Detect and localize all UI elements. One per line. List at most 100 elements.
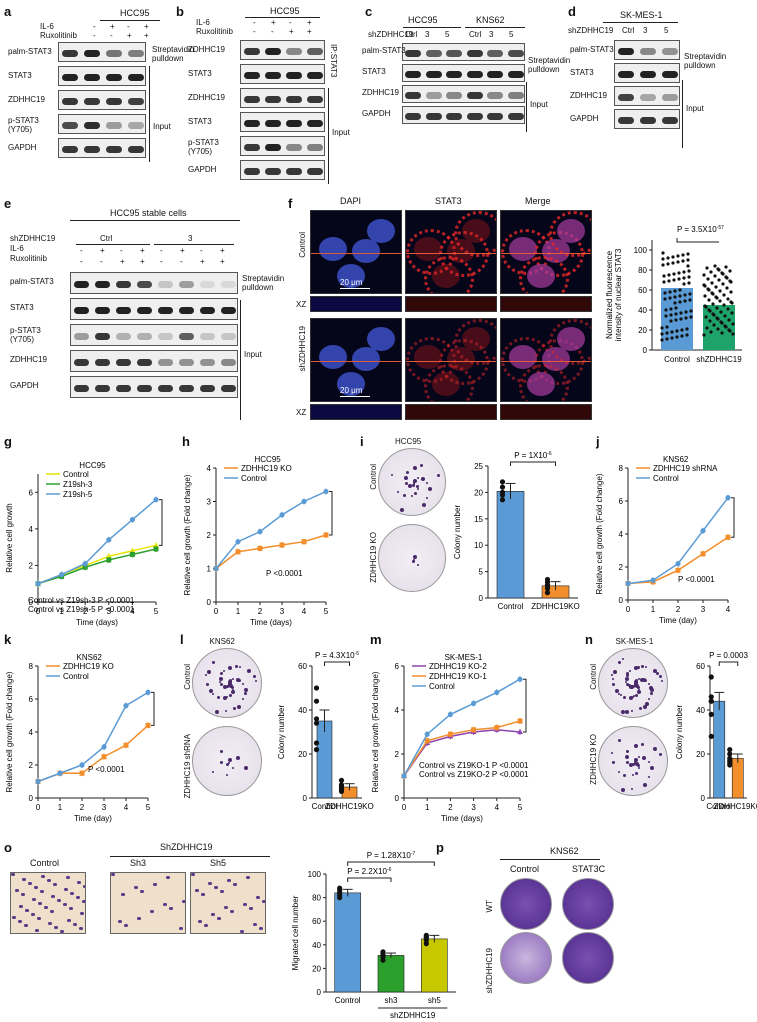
k-chart-point [101, 744, 107, 750]
i-chart-ytick-label: 20 [474, 488, 483, 497]
cell [259, 927, 263, 930]
i-dish-label: Control [369, 464, 378, 490]
n-chart-bar [731, 758, 744, 799]
c-line1 [403, 27, 461, 28]
o-chart-xtick-label: Control [335, 996, 361, 1005]
f-ylabel: intensity of nuclear STAT3 [614, 248, 623, 341]
f-point [720, 331, 724, 335]
band [425, 49, 442, 57]
colony [241, 682, 244, 685]
d-blot [614, 109, 680, 129]
p-col-label: Control [510, 864, 540, 874]
f-point [680, 328, 684, 332]
n-chart-stat: P = 0.0003 [709, 651, 748, 660]
cell [11, 873, 15, 876]
l-dish [192, 648, 262, 718]
o-chart-point [423, 933, 429, 940]
f-ytick-label: 20 [638, 326, 647, 335]
f-point [678, 294, 682, 298]
p-row-label: shZDHHC19 [485, 948, 494, 994]
f-row-control: Control [298, 232, 307, 258]
colony [628, 669, 631, 672]
colony [637, 688, 640, 691]
f-point [673, 295, 677, 299]
a-sign: - [93, 31, 96, 40]
colony [413, 555, 418, 559]
band [157, 384, 174, 392]
band [307, 47, 324, 55]
g-chart-title: HCC95 [79, 461, 106, 470]
l-dish-label: Control [183, 664, 192, 690]
cytoplasm [454, 211, 496, 257]
f-point [714, 285, 718, 289]
f-point [687, 275, 691, 279]
f-point [682, 270, 686, 274]
cell [22, 878, 26, 881]
band [94, 280, 111, 288]
f-point [688, 298, 692, 302]
cell [211, 913, 215, 916]
a-sign: - [127, 22, 130, 31]
l-chart-point [313, 685, 320, 691]
d-lane: Ctrl [622, 26, 635, 35]
j-chart-point [700, 551, 706, 557]
band [446, 70, 463, 78]
f-point [714, 295, 718, 299]
band [307, 167, 324, 175]
a-header: HCC95 [120, 8, 150, 18]
o-img-label: Control [30, 858, 60, 868]
f-point [707, 308, 711, 312]
e-line [70, 220, 240, 221]
band [639, 47, 657, 55]
colony [635, 771, 639, 775]
band [127, 97, 145, 105]
f-point [674, 318, 678, 322]
f-point [727, 318, 731, 322]
f-point [703, 304, 707, 308]
f-point [729, 300, 733, 304]
k-chart-xtick-label: 0 [36, 803, 41, 812]
g-chart-xlabel: Time (days) [76, 618, 118, 627]
m-chart-ytick-label: 6 [395, 662, 400, 671]
cell [240, 930, 244, 933]
a-sign: + [110, 22, 115, 31]
m-chart-legend-label: Control [429, 682, 455, 691]
m-chart-point [424, 731, 430, 737]
o-img-group: ShZDHHC19 [160, 842, 213, 852]
f-point [710, 281, 714, 285]
colony [219, 682, 223, 686]
colony [640, 742, 644, 746]
h-chart-point [323, 488, 329, 495]
a-row-label: palm-STAT3 [8, 47, 52, 56]
j-chart-xtick-label: 0 [626, 605, 631, 614]
n-title: SK-MES-1 [615, 637, 654, 646]
f-point [718, 289, 722, 293]
colony [659, 674, 663, 678]
f-point [721, 282, 725, 286]
f-chart: 0 20 40 60 80 100 Control shZDHHC19 P = 3.5X10-5… [605, 225, 742, 364]
i-chart-ytick-label: 10 [474, 541, 483, 550]
k-chart-ytick-label: 4 [29, 728, 34, 737]
o-chart-stat: P = 1.28X10-7 [367, 851, 416, 860]
colony [624, 754, 629, 759]
colony [621, 657, 624, 660]
m-chart-point [401, 773, 407, 779]
g-chart-xtick-label: 5 [154, 607, 159, 616]
band [127, 49, 145, 57]
c-lane: 3 [489, 30, 494, 39]
colony [647, 776, 650, 779]
colony [226, 763, 230, 767]
p-header: KNS62 [550, 846, 579, 856]
b-blot [240, 88, 325, 108]
m-chart-series-line [403, 729, 521, 777]
f-point [680, 334, 684, 338]
e-sign: - [120, 246, 123, 255]
band [286, 95, 303, 103]
n-chart-point [727, 747, 733, 753]
f-xz-image [405, 404, 497, 420]
f-point [666, 256, 670, 260]
colony [205, 682, 209, 686]
colony [648, 685, 653, 690]
j-chart-xtick-label: 3 [701, 605, 706, 614]
b-row-label: STAT3 [188, 117, 212, 126]
